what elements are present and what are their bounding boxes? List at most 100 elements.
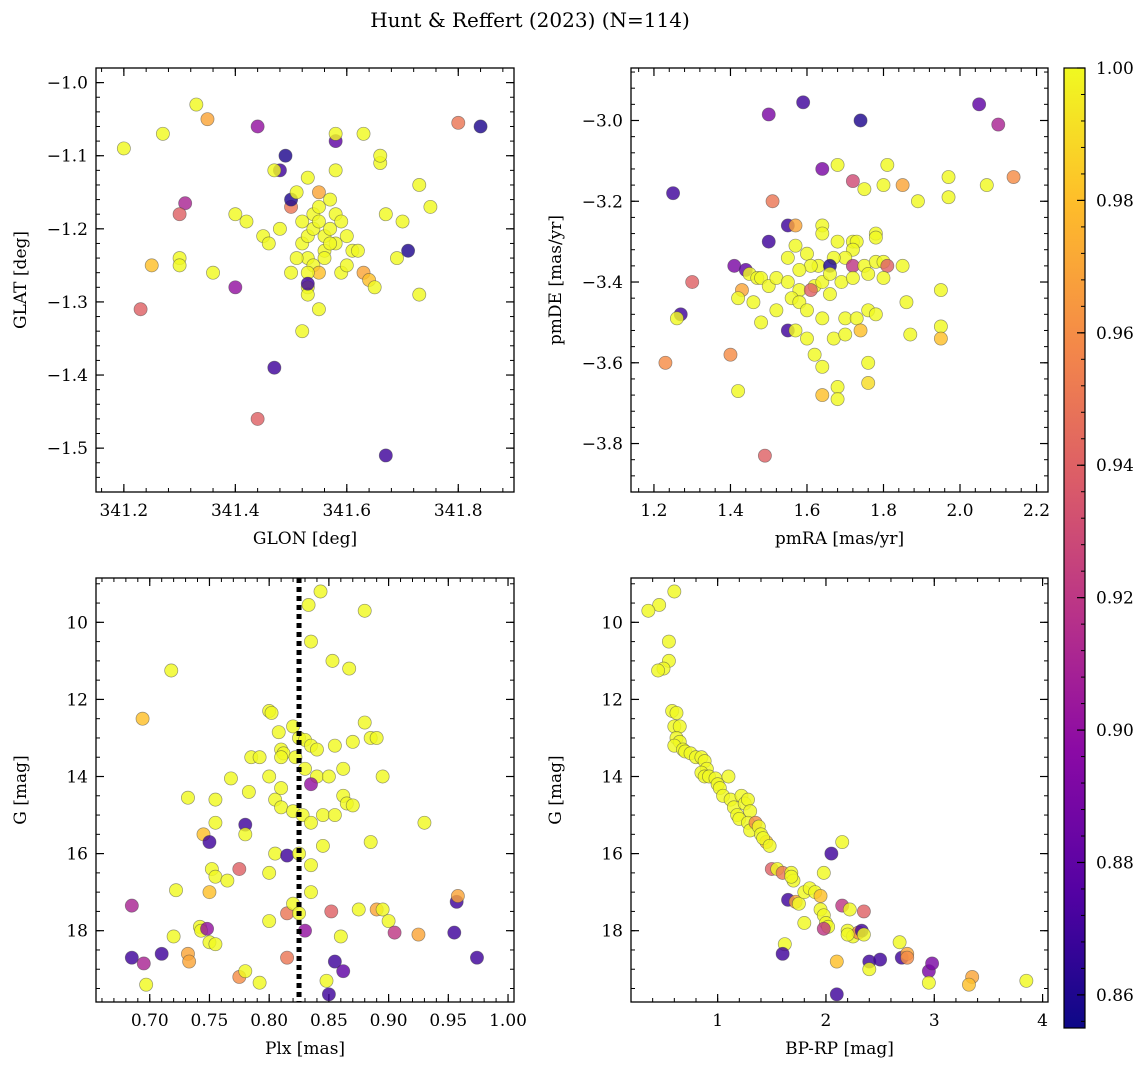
data-point xyxy=(336,761,351,776)
data-point xyxy=(345,798,360,813)
data-point xyxy=(876,178,891,193)
data-point xyxy=(357,715,372,730)
data-point xyxy=(746,295,761,310)
data-point xyxy=(807,347,822,362)
data-point xyxy=(895,178,910,193)
data-point xyxy=(861,376,876,390)
data-point xyxy=(856,904,871,919)
data-point xyxy=(356,126,371,141)
data-point xyxy=(822,266,837,281)
colorbar-tick-label: 0.98 xyxy=(1096,191,1134,211)
data-point xyxy=(274,750,289,765)
data-point xyxy=(830,392,845,407)
data-point xyxy=(473,119,488,134)
data-point xyxy=(342,661,357,676)
data-point xyxy=(328,126,343,141)
x-tick-label: 1.8 xyxy=(870,501,897,521)
data-point xyxy=(1019,973,1034,988)
data-point xyxy=(238,827,253,842)
data-point xyxy=(873,952,888,967)
data-point xyxy=(172,207,187,222)
y-tick-label: −1.1 xyxy=(47,147,88,167)
data-point xyxy=(895,258,910,273)
colorbar-tick-label: 1.00 xyxy=(1096,59,1134,79)
data-point xyxy=(861,266,876,281)
data-point xyxy=(835,835,850,849)
data-point xyxy=(311,185,326,200)
y-tick-label: −1.3 xyxy=(47,293,88,313)
data-point xyxy=(271,725,286,740)
data-point xyxy=(154,946,169,961)
data-point xyxy=(788,323,803,338)
data-point xyxy=(200,112,215,127)
data-point xyxy=(311,214,326,229)
colorbar-tick-label: 0.92 xyxy=(1096,589,1134,609)
data-point xyxy=(830,380,845,394)
data-point xyxy=(323,192,338,207)
data-point xyxy=(262,769,277,784)
panel-pm: 1.2 1.4 1.6 1.8 2.0 2.2 −3.8 −3.6 −3.4 −3.2 −3.0 pm… xyxy=(546,67,1050,549)
data-point xyxy=(327,954,342,969)
data-point xyxy=(853,113,868,128)
data-point xyxy=(334,214,349,229)
x-tick-label: 1.00 xyxy=(489,1011,527,1031)
data-point xyxy=(304,815,318,830)
data-point xyxy=(845,174,860,189)
data-point xyxy=(757,448,772,463)
data-point xyxy=(669,311,684,326)
data-point xyxy=(228,207,243,222)
data-point xyxy=(325,653,340,668)
data-point xyxy=(803,283,818,298)
data-point xyxy=(313,584,328,599)
colorbar-tick-label: 0.86 xyxy=(1096,986,1134,1006)
y-tick-label: 14 xyxy=(66,768,88,788)
data-point xyxy=(761,234,776,249)
x-tick-label: 0.75 xyxy=(191,1011,229,1031)
x-tick-label: 341.8 xyxy=(434,501,483,521)
data-point xyxy=(788,218,803,233)
data-point xyxy=(333,929,348,944)
data-point xyxy=(830,234,845,249)
y-tick-label: 16 xyxy=(601,845,623,865)
data-point xyxy=(169,883,183,898)
data-point xyxy=(166,929,181,944)
data-point xyxy=(274,800,289,815)
data-point xyxy=(124,950,139,965)
data-point xyxy=(300,276,315,291)
data-point xyxy=(849,311,864,326)
data-point xyxy=(336,964,351,979)
data-point xyxy=(178,196,193,211)
data-point xyxy=(224,771,238,786)
data-point xyxy=(417,815,432,830)
data-point xyxy=(182,954,197,969)
data-point xyxy=(262,865,277,880)
data-point xyxy=(124,898,139,913)
data-point xyxy=(267,360,282,375)
data-point xyxy=(228,280,243,295)
data-point xyxy=(829,987,844,1002)
data-point xyxy=(868,230,883,245)
data-point xyxy=(301,598,316,612)
data-point xyxy=(838,327,853,342)
data-point xyxy=(315,808,330,823)
data-point xyxy=(300,170,315,185)
y-tick-label: −3.6 xyxy=(582,354,623,374)
data-point xyxy=(741,792,755,807)
x-tick-label: 0.80 xyxy=(250,1011,288,1031)
data-point xyxy=(220,873,235,888)
x-tick-label: 0.95 xyxy=(429,1011,467,1031)
data-point xyxy=(411,927,426,942)
data-point xyxy=(375,902,390,917)
data-point xyxy=(378,448,393,463)
y-tick-label: 16 xyxy=(66,845,88,865)
x-tick-label: 1.2 xyxy=(640,501,667,521)
data-point xyxy=(921,975,936,990)
data-point xyxy=(252,975,267,990)
data-point xyxy=(672,719,687,734)
x-tick-label: 341.6 xyxy=(322,501,371,521)
data-point xyxy=(319,973,334,988)
panels: 341.2 341.4 341.6 341.8−1.5−1.4−1.3−1.2−1.1… xyxy=(11,67,1050,1059)
colorbar-tick-label: 0.96 xyxy=(1096,324,1134,344)
data-point xyxy=(815,359,830,374)
